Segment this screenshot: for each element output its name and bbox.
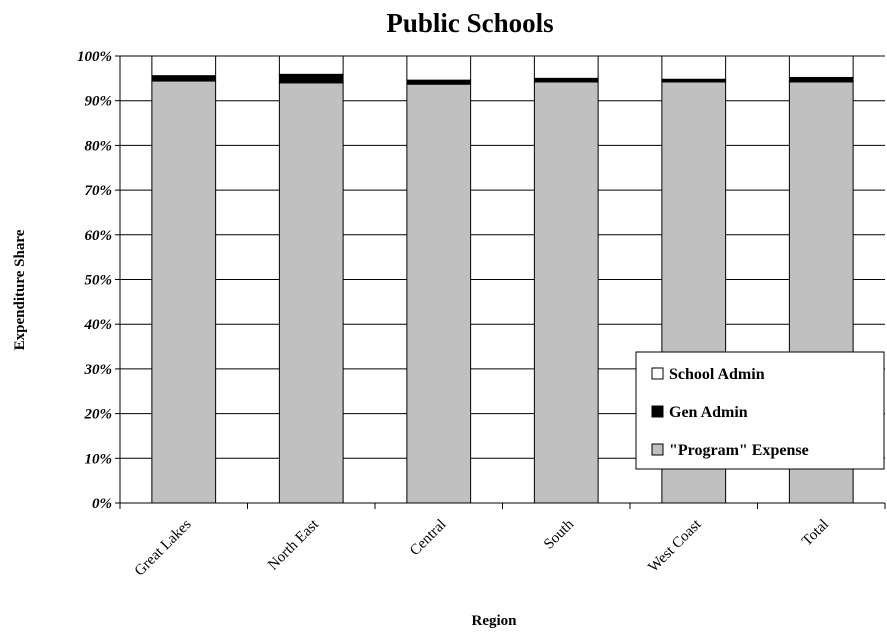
x-tick-label: West Coast xyxy=(646,516,706,576)
y-tick-labels: 0% 10% 20% 30% 40% 50% 60% 70% 80% 90% 100% xyxy=(77,49,112,512)
bar-segment xyxy=(406,83,472,504)
x-tick-label: South xyxy=(541,516,577,552)
gridlines xyxy=(115,55,885,504)
bar-segment xyxy=(788,76,854,83)
y-tick-label: 30% xyxy=(84,362,113,378)
y-tick-label: 10% xyxy=(85,451,113,467)
x-axis-title: Region xyxy=(472,613,518,629)
bar-segment xyxy=(406,79,472,85)
y-tick-label: 50% xyxy=(85,273,113,289)
bar-segment xyxy=(406,55,472,81)
bar-segment xyxy=(151,55,217,77)
y-tick-label: 0% xyxy=(92,496,112,512)
bar-segment xyxy=(533,81,599,504)
y-tick-label: 80% xyxy=(85,138,113,154)
y-tick-label: 100% xyxy=(77,49,112,65)
y-tick-label: 60% xyxy=(85,228,113,244)
legend-swatch xyxy=(651,367,664,380)
legend-label: Gen Admin xyxy=(669,404,748,421)
x-tick-label: Total xyxy=(799,517,832,550)
legend: School Admin Gen Admin "Program" Expense xyxy=(635,351,885,470)
bar-segment xyxy=(278,82,344,504)
bar-segment xyxy=(278,55,344,75)
x-tick-labels: Great Lakes North East Central South West Co… xyxy=(132,516,832,579)
legend-swatch xyxy=(651,405,664,418)
legend-label: School Admin xyxy=(669,366,765,383)
y-tick-label: 40% xyxy=(84,317,113,333)
bar-segment xyxy=(151,75,217,82)
bar-segment xyxy=(151,80,217,504)
legend-box xyxy=(635,351,885,470)
x-tick-label: North East xyxy=(265,516,323,574)
legend-swatch xyxy=(651,443,664,456)
y-tick-label: 90% xyxy=(85,94,113,110)
bar-segment xyxy=(533,77,599,83)
bar-segment xyxy=(788,55,854,78)
axes xyxy=(119,56,886,509)
x-tick-label: Central xyxy=(407,517,450,560)
bar-segment xyxy=(278,73,344,84)
y-axis-title: Expenditure Share xyxy=(12,229,28,350)
bar-segment xyxy=(533,55,599,79)
y-tick-label: 20% xyxy=(84,407,113,423)
bar-segment xyxy=(661,55,727,80)
chart-title: Public Schools xyxy=(386,8,553,38)
x-tick-label: Great Lakes xyxy=(132,516,195,579)
y-tick-label: 70% xyxy=(85,183,113,199)
legend-label: "Program" Expense xyxy=(669,442,809,459)
